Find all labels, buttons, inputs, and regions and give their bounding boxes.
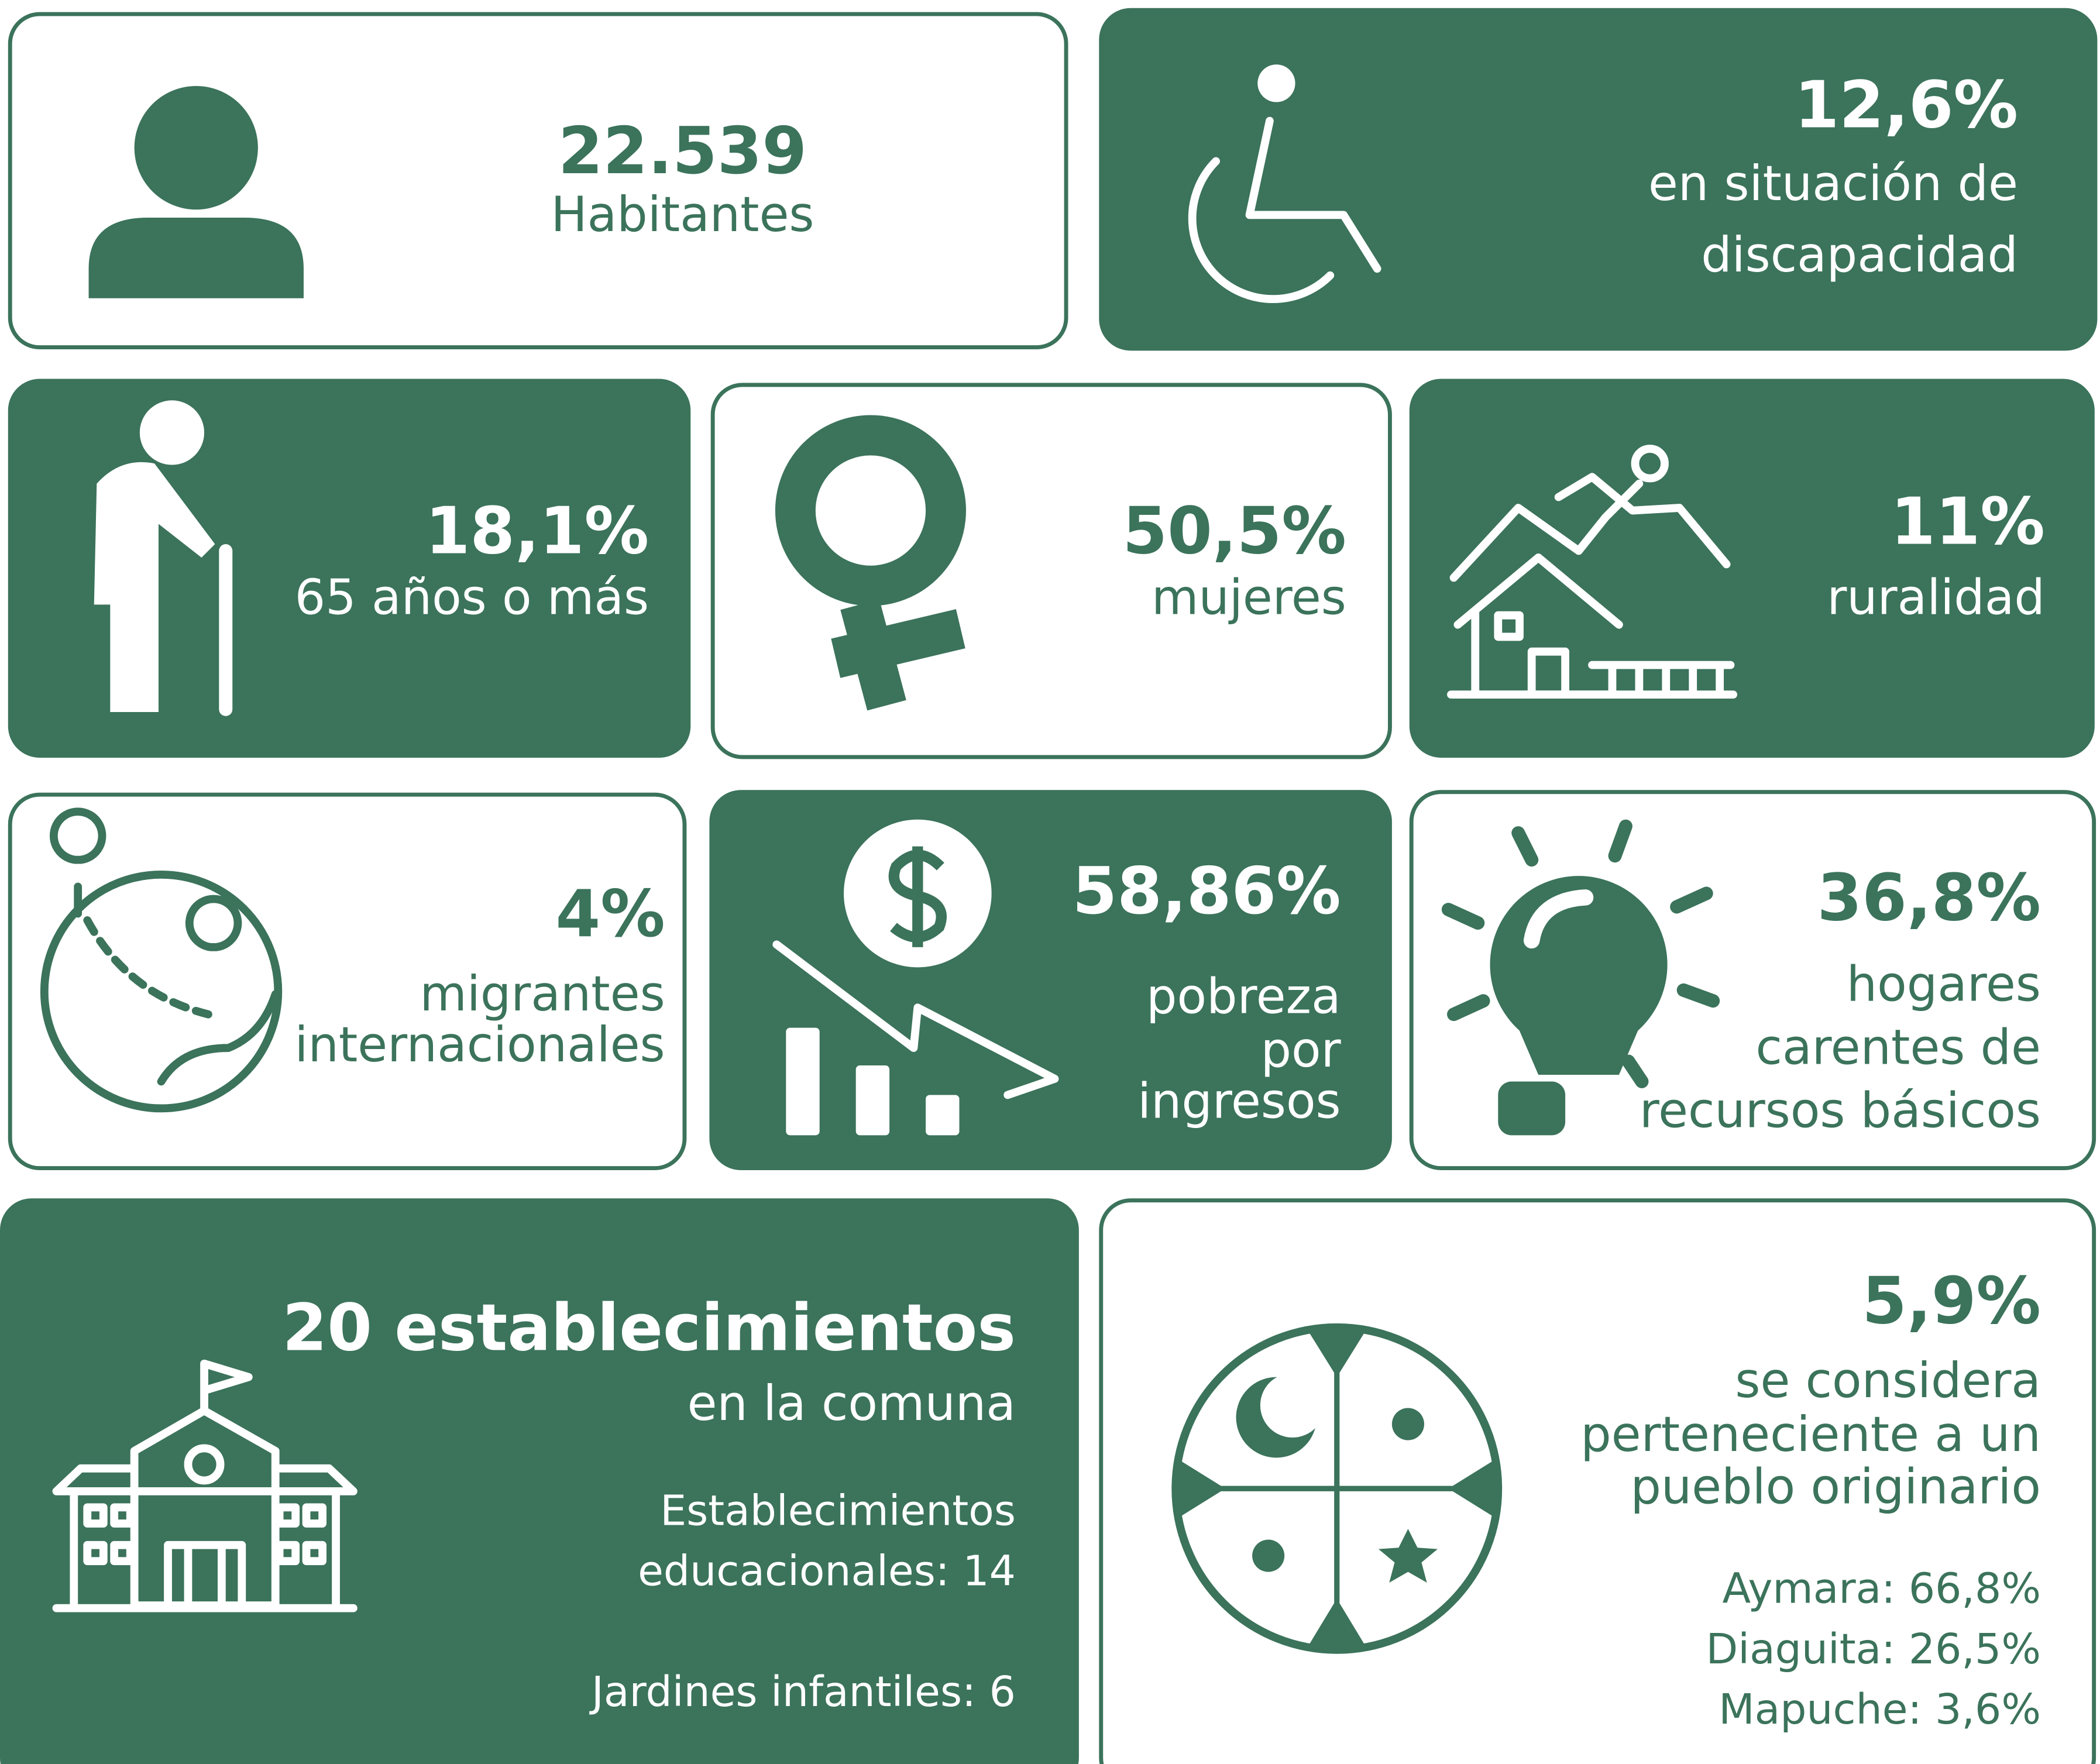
globe-icon — [40, 807, 283, 1113]
school-icon — [52, 1359, 358, 1612]
stat-value: 58,86% — [1073, 854, 1341, 929]
stat-value: 18,1% — [425, 494, 649, 569]
stat-detail: Jardines infantiles: 6 — [589, 1667, 1016, 1716]
stat-label: ruralidad — [1827, 569, 2045, 625]
stat-value: 20 establecimientos — [283, 1290, 1016, 1365]
rural-icon — [1447, 445, 1738, 699]
stat-label: carentes de — [1756, 1020, 2041, 1076]
stat-label: Habitantes — [551, 187, 814, 243]
stat-card: 11% ruralidad — [1409, 379, 2095, 758]
stat-label: por — [1261, 1022, 1341, 1078]
wheelchair-icon — [1188, 64, 1381, 304]
card-box — [1409, 379, 2095, 758]
person-icon — [88, 217, 304, 298]
stat-card: 18,1%65 años o más — [8, 379, 691, 758]
poverty-icon — [772, 819, 1059, 1136]
elderly-icon — [94, 400, 233, 716]
female-icon — [775, 415, 966, 711]
stat-card: 12,6% en situación de discapacidad — [1099, 8, 2098, 351]
stat-label: pueblo originario — [1630, 1459, 2040, 1515]
stat-value: 22.539 — [558, 114, 807, 188]
stat-value: 50,5% — [1122, 494, 1346, 569]
card-box — [0, 1198, 1079, 1764]
stat-label: recursos básicos — [1640, 1083, 2041, 1139]
stat-detail: Mapuche: 3,6% — [1719, 1685, 2041, 1734]
card-box — [8, 379, 691, 758]
stat-label: en la comuna — [688, 1376, 1016, 1432]
card-box — [8, 792, 687, 1171]
stat-label: pobreza — [1146, 968, 1341, 1024]
stat-card: 20 establecimientos en la comuna Estableci… — [0, 1198, 1079, 1764]
card-box — [1099, 8, 2098, 351]
stat-detail: educacionales: 14 — [638, 1547, 1016, 1595]
stat-value: 4% — [556, 876, 665, 951]
stat-detail: Diaguita: 26,5% — [1706, 1625, 2041, 1673]
stat-label: perteneciente a un — [1580, 1407, 2041, 1463]
stat-detail: Aymara: 66,8% — [1722, 1564, 2040, 1612]
stat-value: 36,8% — [1817, 860, 2041, 935]
person-icon — [134, 85, 258, 210]
stat-label: migrantes — [420, 966, 665, 1022]
icons — [40, 64, 1738, 1654]
stat-label: 65 años o más — [295, 569, 649, 625]
stat-label: en situación de — [1648, 156, 2018, 212]
stat-label: se considera — [1735, 1353, 2041, 1409]
culture-icon — [1171, 1323, 1503, 1654]
stat-value: 5,9% — [1862, 1263, 2041, 1338]
stat-value: 12,6% — [1795, 68, 2018, 143]
stat-label: internacionales — [295, 1017, 665, 1073]
stat-label: discapacidad — [1701, 227, 2018, 283]
stat-detail: Establecimientos — [660, 1486, 1016, 1535]
stat-label: hogares — [1847, 957, 2041, 1013]
stat-label: ingresos — [1137, 1073, 1341, 1129]
stat-label: mujeres — [1152, 569, 1346, 625]
stat-value: 11% — [1891, 484, 2045, 559]
bulb-icon — [1441, 819, 1720, 1136]
